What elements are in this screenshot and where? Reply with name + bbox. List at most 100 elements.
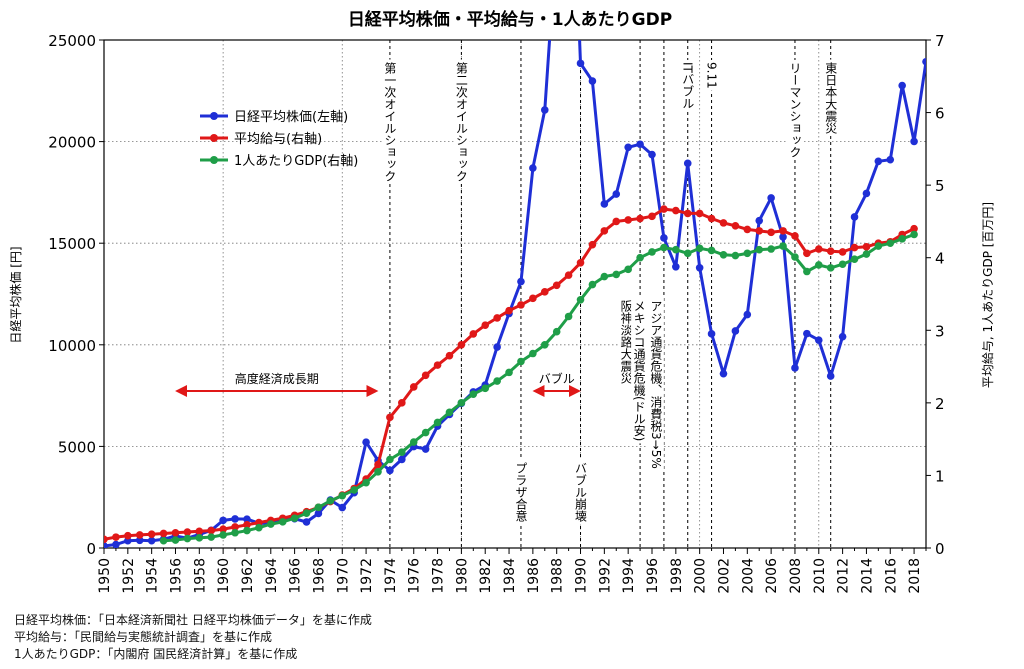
data-point	[636, 214, 644, 223]
x-tick-label: 1968	[311, 558, 327, 594]
legend-swatch-dot	[210, 156, 218, 164]
event-label: プラザ合意	[512, 459, 529, 524]
x-tick-label: 2012	[836, 558, 852, 594]
y-tick-label-left: 25000	[48, 32, 96, 50]
data-point	[874, 242, 883, 250]
event-label-bg	[631, 298, 648, 444]
legend: 日経平均株価(左軸) 平均給与(右軸) 1人あたりGDP(右軸)	[200, 110, 358, 169]
data-point	[779, 233, 787, 241]
data-point	[362, 438, 370, 446]
data-point	[588, 240, 597, 249]
data-point	[612, 270, 621, 279]
data-point	[743, 225, 752, 234]
event-label-bg	[453, 59, 470, 184]
x-tick-label: 1986	[526, 558, 542, 594]
data-point	[517, 277, 525, 286]
data-point	[874, 157, 883, 166]
data-point	[290, 514, 299, 523]
data-point	[338, 503, 347, 512]
data-point	[743, 310, 752, 319]
data-point	[350, 486, 358, 494]
data-point	[910, 230, 918, 239]
event-label-bg	[703, 60, 720, 91]
data-point	[326, 497, 335, 505]
x-tick-label: 1960	[216, 558, 232, 594]
x-tick-label: 2016	[883, 558, 899, 594]
data-point	[719, 251, 728, 259]
legend-entry: 日経平均株価(左軸)	[234, 110, 348, 125]
data-point	[147, 536, 156, 545]
event-label-bg	[822, 59, 839, 136]
y-tick-label-left: 0	[86, 540, 96, 558]
data-point	[767, 194, 775, 202]
event-label-text: 第二次オイルショック	[454, 62, 468, 182]
data-point	[660, 243, 668, 252]
data-point	[124, 531, 132, 540]
data-point	[779, 242, 787, 250]
data-point	[386, 413, 394, 422]
data-point	[743, 249, 752, 258]
x-tick-label: 1974	[383, 558, 399, 594]
data-point	[683, 209, 692, 218]
x-tick-label: 1998	[669, 558, 685, 594]
series-nikkei	[104, 40, 926, 548]
data-point	[803, 249, 811, 258]
data-point	[469, 330, 478, 338]
data-point	[409, 438, 418, 446]
data-point	[767, 228, 775, 237]
data-point	[112, 540, 120, 548]
data-point	[731, 327, 740, 335]
data-point	[660, 205, 668, 213]
data-point	[104, 542, 108, 548]
data-point	[171, 528, 180, 537]
data-point	[398, 399, 406, 407]
data-point	[243, 515, 251, 523]
data-point	[791, 253, 799, 261]
data-point	[457, 341, 466, 349]
data-point	[600, 227, 609, 235]
data-point	[588, 77, 597, 85]
data-point	[707, 246, 716, 255]
data-point	[672, 206, 680, 215]
data-point	[540, 288, 549, 296]
y-tick-label-right: 7	[935, 32, 945, 50]
chart: 日経平均株価・平均給与・1人あたりGDP 第一次オイルショック 第二次オイルショッ…	[8, 9, 995, 594]
x-tick-label: 2014	[859, 558, 875, 594]
data-point	[481, 321, 490, 330]
data-point	[112, 533, 120, 541]
data-point	[814, 336, 823, 344]
data-point	[695, 209, 704, 218]
x-tick-label: 2010	[812, 558, 828, 594]
y-tick-label-left: 5000	[58, 438, 96, 456]
event-label-text: 東日本大震災	[824, 62, 838, 134]
data-point	[612, 190, 621, 198]
y-axis-label-left: 日経平均株価 [円]	[8, 246, 23, 343]
data-point	[255, 523, 263, 532]
source-notes: 日経平均株価：「日本経済新聞社 日経平均株価データ」を基に作成 平均給与：「民間…	[14, 612, 372, 663]
data-point	[898, 235, 906, 243]
data-point	[445, 351, 454, 360]
data-point	[398, 448, 406, 457]
x-tick-label: 2006	[764, 558, 780, 594]
data-point	[552, 281, 561, 290]
data-point	[803, 267, 811, 276]
data-point	[588, 280, 597, 289]
series-layer	[104, 40, 926, 548]
y-tick-label-right: 0	[935, 540, 945, 558]
data-point	[159, 536, 168, 545]
data-point	[814, 245, 823, 253]
event-label-bg	[512, 459, 529, 524]
data-point	[517, 301, 525, 309]
data-point	[791, 232, 799, 240]
data-point	[243, 520, 251, 529]
event-label: リーマンショック	[786, 60, 803, 160]
data-point	[862, 189, 871, 198]
data-point	[707, 214, 716, 223]
x-tick-label: 1978	[431, 558, 447, 594]
data-point	[838, 260, 847, 269]
data-point	[529, 164, 537, 172]
data-point	[409, 383, 418, 391]
plot-frame	[103, 39, 927, 549]
event-label-bg	[647, 298, 664, 471]
data-point	[576, 296, 585, 304]
